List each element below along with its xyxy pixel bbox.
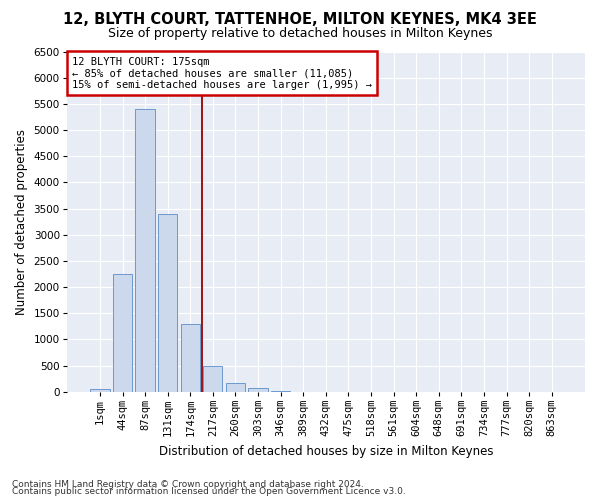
Text: Contains HM Land Registry data © Crown copyright and database right 2024.: Contains HM Land Registry data © Crown c…: [12, 480, 364, 489]
Bar: [248, 388, 268, 392]
Text: 12, BLYTH COURT, TATTENHOE, MILTON KEYNES, MK4 3EE: 12, BLYTH COURT, TATTENHOE, MILTON KEYNE…: [63, 12, 537, 28]
Y-axis label: Number of detached properties: Number of detached properties: [15, 128, 28, 314]
Bar: [226, 382, 245, 392]
Text: 12 BLYTH COURT: 175sqm
← 85% of detached houses are smaller (11,085)
15% of semi: 12 BLYTH COURT: 175sqm ← 85% of detached…: [72, 56, 372, 90]
Bar: [136, 109, 155, 392]
Bar: [158, 214, 178, 392]
Bar: [203, 366, 223, 392]
Bar: [181, 324, 200, 392]
Bar: [113, 274, 132, 392]
Bar: [271, 391, 290, 392]
Bar: [91, 389, 110, 392]
Text: Size of property relative to detached houses in Milton Keynes: Size of property relative to detached ho…: [108, 28, 492, 40]
Text: Contains public sector information licensed under the Open Government Licence v3: Contains public sector information licen…: [12, 488, 406, 496]
X-axis label: Distribution of detached houses by size in Milton Keynes: Distribution of detached houses by size …: [158, 444, 493, 458]
